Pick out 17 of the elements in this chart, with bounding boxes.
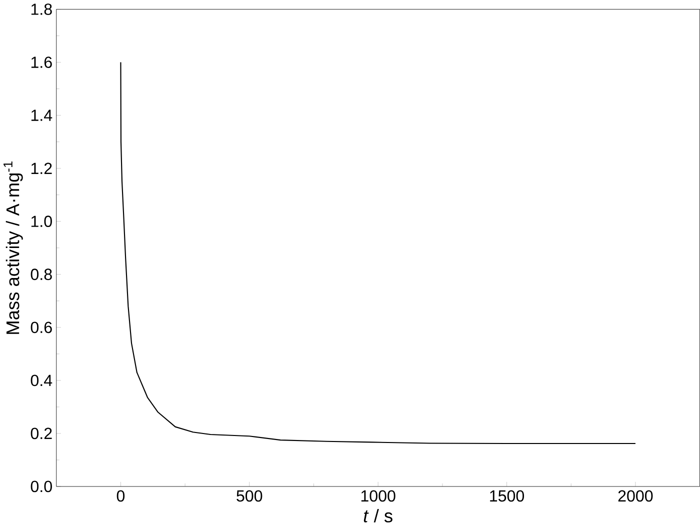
- y-tick-label: 0.2: [30, 428, 52, 440]
- y-tick-label: 0.4: [30, 374, 52, 386]
- y-axis-title: Mass activity / A·mg$^{-1}$: [4, 162, 23, 334]
- x-tick-label: 500: [236, 490, 262, 502]
- x-axis-title: t / s: [364, 509, 392, 522]
- y-tick-label: 1.8: [31, 4, 52, 15]
- x-tick-label: 2000: [618, 490, 653, 502]
- y-tick-label: 0.6: [30, 322, 52, 334]
- y-tick-label: 1.6: [31, 56, 52, 68]
- y-tick-label: 1.0: [31, 216, 52, 228]
- x-tick-label: 0: [116, 490, 125, 502]
- y-tick-label: 0.0: [30, 480, 52, 492]
- y-tick-label: 1.2: [31, 162, 52, 174]
- y-tick-label: 0.8: [30, 268, 52, 280]
- x-tick-label: 1500: [490, 490, 524, 502]
- x-tick-label: 1000: [361, 490, 396, 502]
- y-tick-label: 1.4: [31, 110, 52, 121]
